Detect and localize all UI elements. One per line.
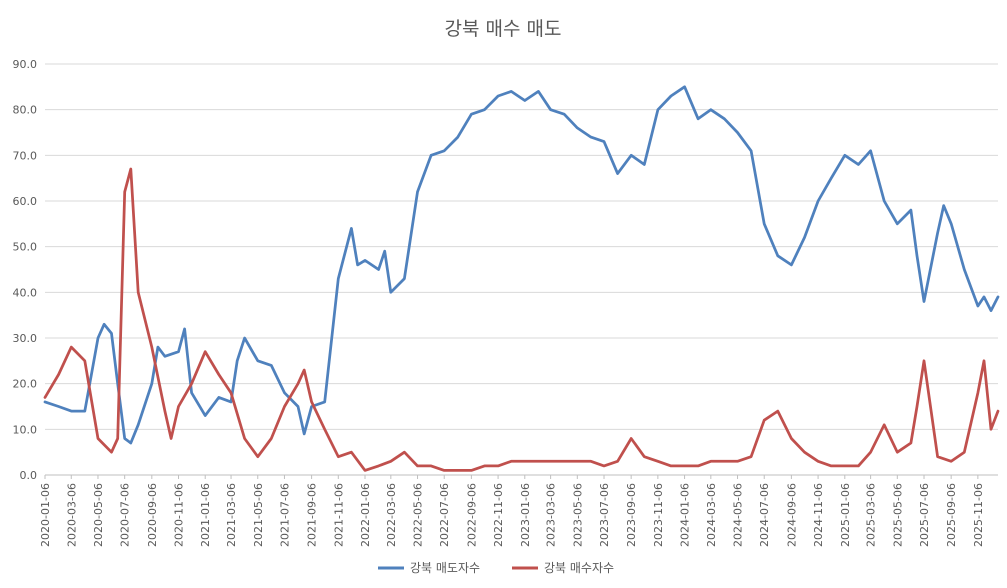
x-tick-label: 2024-01-06: [679, 483, 692, 547]
x-tick-label: 2024-07-06: [758, 483, 771, 547]
x-tick-label: 2021-01-06: [199, 483, 212, 547]
x-tick-label: 2024-11-06: [812, 483, 825, 547]
y-tick-label: 60.0: [13, 195, 38, 208]
legend: 강북 매도자수 강북 매수자수: [378, 561, 614, 575]
x-tick-label: 2025-03-06: [865, 483, 878, 547]
x-tick-label: 2021-11-06: [332, 483, 345, 547]
x-tick-label: 2022-09-06: [465, 483, 478, 547]
y-tick-label: 10.0: [13, 423, 38, 436]
y-tick-label: 20.0: [13, 378, 38, 391]
series-line-1: [43, 85, 1000, 445]
x-tick-label: 2022-05-06: [412, 483, 425, 547]
x-tick-label: 2025-07-06: [918, 483, 931, 547]
x-tick-label: 2024-09-06: [785, 483, 798, 547]
x-tick-label: 2023-03-06: [545, 483, 558, 547]
x-tick-label: 2021-03-06: [225, 483, 238, 547]
y-tick-label: 70.0: [13, 149, 38, 162]
x-tick-label: 2021-07-06: [278, 483, 291, 547]
y-tick-label: 30.0: [13, 332, 38, 345]
x-tick-label: 2023-11-06: [652, 483, 665, 547]
x-tick-label: 2023-01-06: [519, 483, 532, 547]
x-tick-label: 2024-05-06: [732, 483, 745, 547]
y-axis: 0.0 10.0 20.0 30.0 40.0 50.0 60.0 70.0 80.0 90.0: [13, 58, 38, 482]
x-tick-label: 2024-03-06: [705, 483, 718, 547]
x-tick-label: 2023-05-06: [571, 483, 584, 547]
y-tick-label: 50.0: [13, 241, 38, 254]
x-tick-label: 2021-05-06: [252, 483, 265, 547]
gridlines: [45, 63, 998, 476]
x-axis: 2020-01-06 2020-03-06 2020-05-06 2020-07-06…: [39, 475, 985, 547]
x-tick-label: 2023-07-06: [598, 483, 611, 547]
x-tick-label: 2020-11-06: [173, 483, 186, 547]
y-tick-label: 90.0: [13, 58, 38, 71]
x-tick-label: 2022-03-06: [385, 483, 398, 547]
legend-label: 강북 매도자수: [410, 561, 480, 575]
x-tick-label: 2020-01-06: [39, 483, 52, 547]
x-tick-label: 2023-09-06: [625, 483, 638, 547]
x-tick-label: 2025-11-06: [972, 483, 985, 547]
x-tick-label: 2020-03-06: [65, 483, 78, 547]
x-tick-label: 2025-09-06: [945, 483, 958, 547]
x-tick-label: 2025-05-06: [891, 483, 904, 547]
x-tick-label: 2022-07-06: [438, 483, 451, 547]
series-line-2: [43, 167, 1000, 472]
x-tick-label: 2020-09-06: [146, 483, 159, 547]
x-tick-label: 2020-05-06: [92, 483, 105, 547]
y-tick-label: 80.0: [13, 104, 38, 117]
x-tick-label: 2022-11-06: [492, 483, 505, 547]
x-tick-label: 2025-01-06: [839, 483, 852, 547]
series-lines: [43, 85, 1000, 472]
y-tick-label: 0.0: [20, 469, 38, 482]
x-tick-label: 2022-01-06: [359, 483, 372, 547]
chart-title: 강북 매수 매도: [445, 18, 562, 40]
legend-label: 강북 매수자수: [544, 561, 614, 575]
y-tick-label: 40.0: [13, 286, 38, 299]
x-tick-label: 2021-09-06: [306, 483, 319, 547]
x-tick-label: 2020-07-06: [119, 483, 132, 547]
